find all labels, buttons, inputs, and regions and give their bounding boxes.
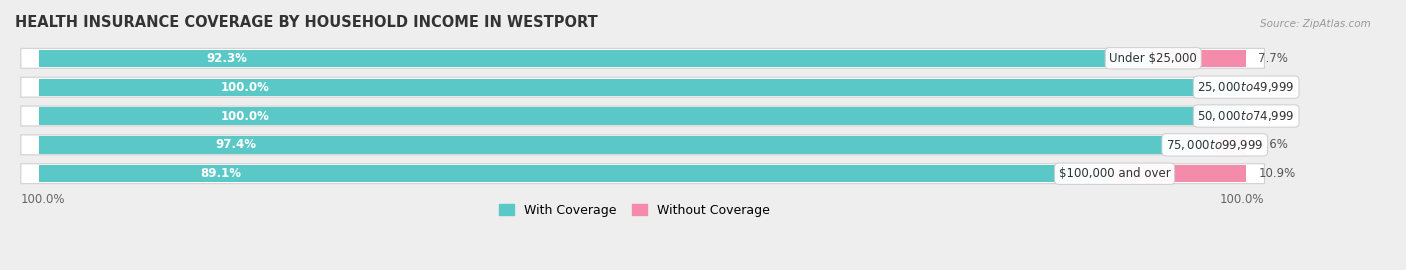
- Bar: [1115, 165, 1246, 182]
- Bar: [1153, 50, 1246, 67]
- Bar: [39, 107, 1246, 125]
- Text: HEALTH INSURANCE COVERAGE BY HOUSEHOLD INCOME IN WESTPORT: HEALTH INSURANCE COVERAGE BY HOUSEHOLD I…: [15, 15, 598, 30]
- Text: 100.0%: 100.0%: [221, 110, 269, 123]
- Text: 92.3%: 92.3%: [207, 52, 247, 65]
- Bar: [39, 50, 1153, 67]
- Legend: With Coverage, Without Coverage: With Coverage, Without Coverage: [494, 199, 775, 222]
- Bar: [1215, 136, 1246, 154]
- Text: $50,000 to $74,999: $50,000 to $74,999: [1198, 109, 1295, 123]
- FancyBboxPatch shape: [21, 48, 1264, 68]
- Text: $75,000 to $99,999: $75,000 to $99,999: [1166, 138, 1264, 152]
- Text: 0.0%: 0.0%: [1258, 81, 1288, 94]
- Text: 0.0%: 0.0%: [1258, 110, 1288, 123]
- Text: 2.6%: 2.6%: [1258, 138, 1288, 151]
- FancyBboxPatch shape: [21, 106, 1264, 126]
- Bar: [39, 79, 1246, 96]
- Text: 10.9%: 10.9%: [1258, 167, 1295, 180]
- Text: 100.0%: 100.0%: [221, 81, 269, 94]
- FancyBboxPatch shape: [21, 77, 1264, 97]
- Text: Under $25,000: Under $25,000: [1109, 52, 1197, 65]
- FancyBboxPatch shape: [21, 164, 1264, 184]
- Text: 97.4%: 97.4%: [215, 138, 256, 151]
- Text: $100,000 and over: $100,000 and over: [1059, 167, 1170, 180]
- Bar: [39, 136, 1215, 154]
- Text: 89.1%: 89.1%: [201, 167, 242, 180]
- Text: 100.0%: 100.0%: [21, 193, 66, 206]
- Text: 100.0%: 100.0%: [1220, 193, 1264, 206]
- Text: $25,000 to $49,999: $25,000 to $49,999: [1198, 80, 1295, 94]
- FancyBboxPatch shape: [21, 135, 1264, 155]
- Text: Source: ZipAtlas.com: Source: ZipAtlas.com: [1260, 19, 1371, 29]
- Bar: [39, 165, 1115, 182]
- Text: 7.7%: 7.7%: [1258, 52, 1288, 65]
